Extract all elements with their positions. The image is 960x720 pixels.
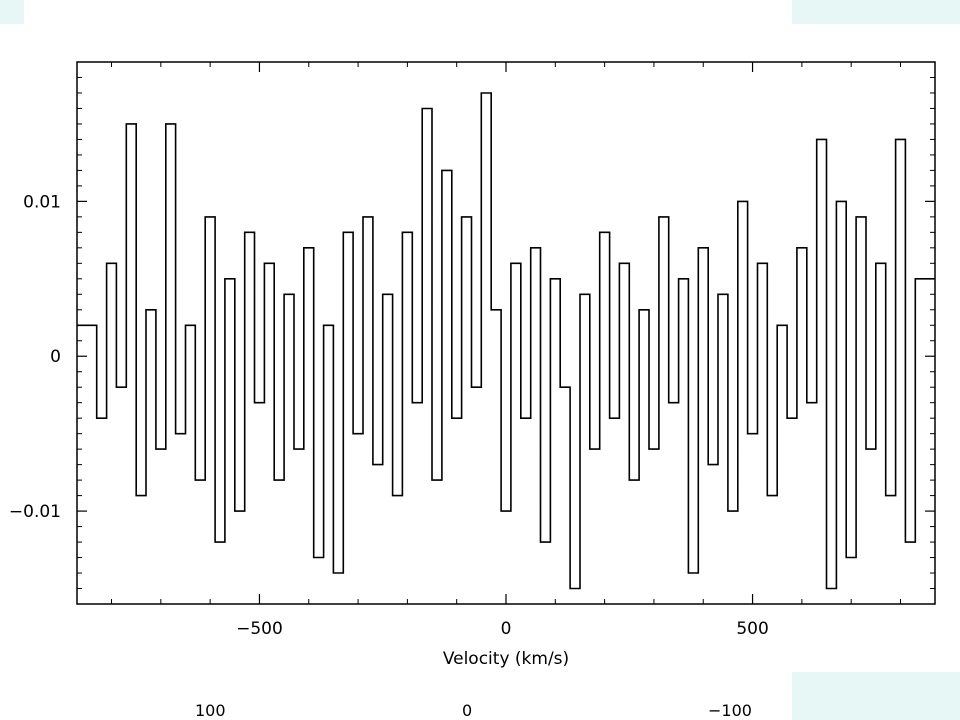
x-tick-label: 500 xyxy=(736,619,768,639)
x-tick-label: 0 xyxy=(501,619,512,639)
cutoff-tick-label-left: 100 xyxy=(195,701,226,720)
x-axis-title: Velocity (km/s) xyxy=(443,649,569,669)
tick-labels: −500 0 500 0.01 0 −0.01 xyxy=(9,192,769,639)
cutoff-tick-label-center: 0 xyxy=(462,701,473,720)
spectrum-series-line xyxy=(77,92,935,590)
y-tick-label: −0.01 xyxy=(9,502,61,522)
x-tick-label: −500 xyxy=(236,619,283,639)
y-tick-label: 0 xyxy=(50,347,61,367)
tick-marks xyxy=(77,62,935,604)
accent-panel-top-right xyxy=(792,0,960,24)
accent-panel-top-left xyxy=(0,0,24,24)
series-layer xyxy=(77,92,935,590)
cutoff-tick-label-right: −100 xyxy=(708,701,752,720)
accent-panel-bottom-right xyxy=(792,672,960,720)
y-tick-label: 0.01 xyxy=(23,192,61,212)
